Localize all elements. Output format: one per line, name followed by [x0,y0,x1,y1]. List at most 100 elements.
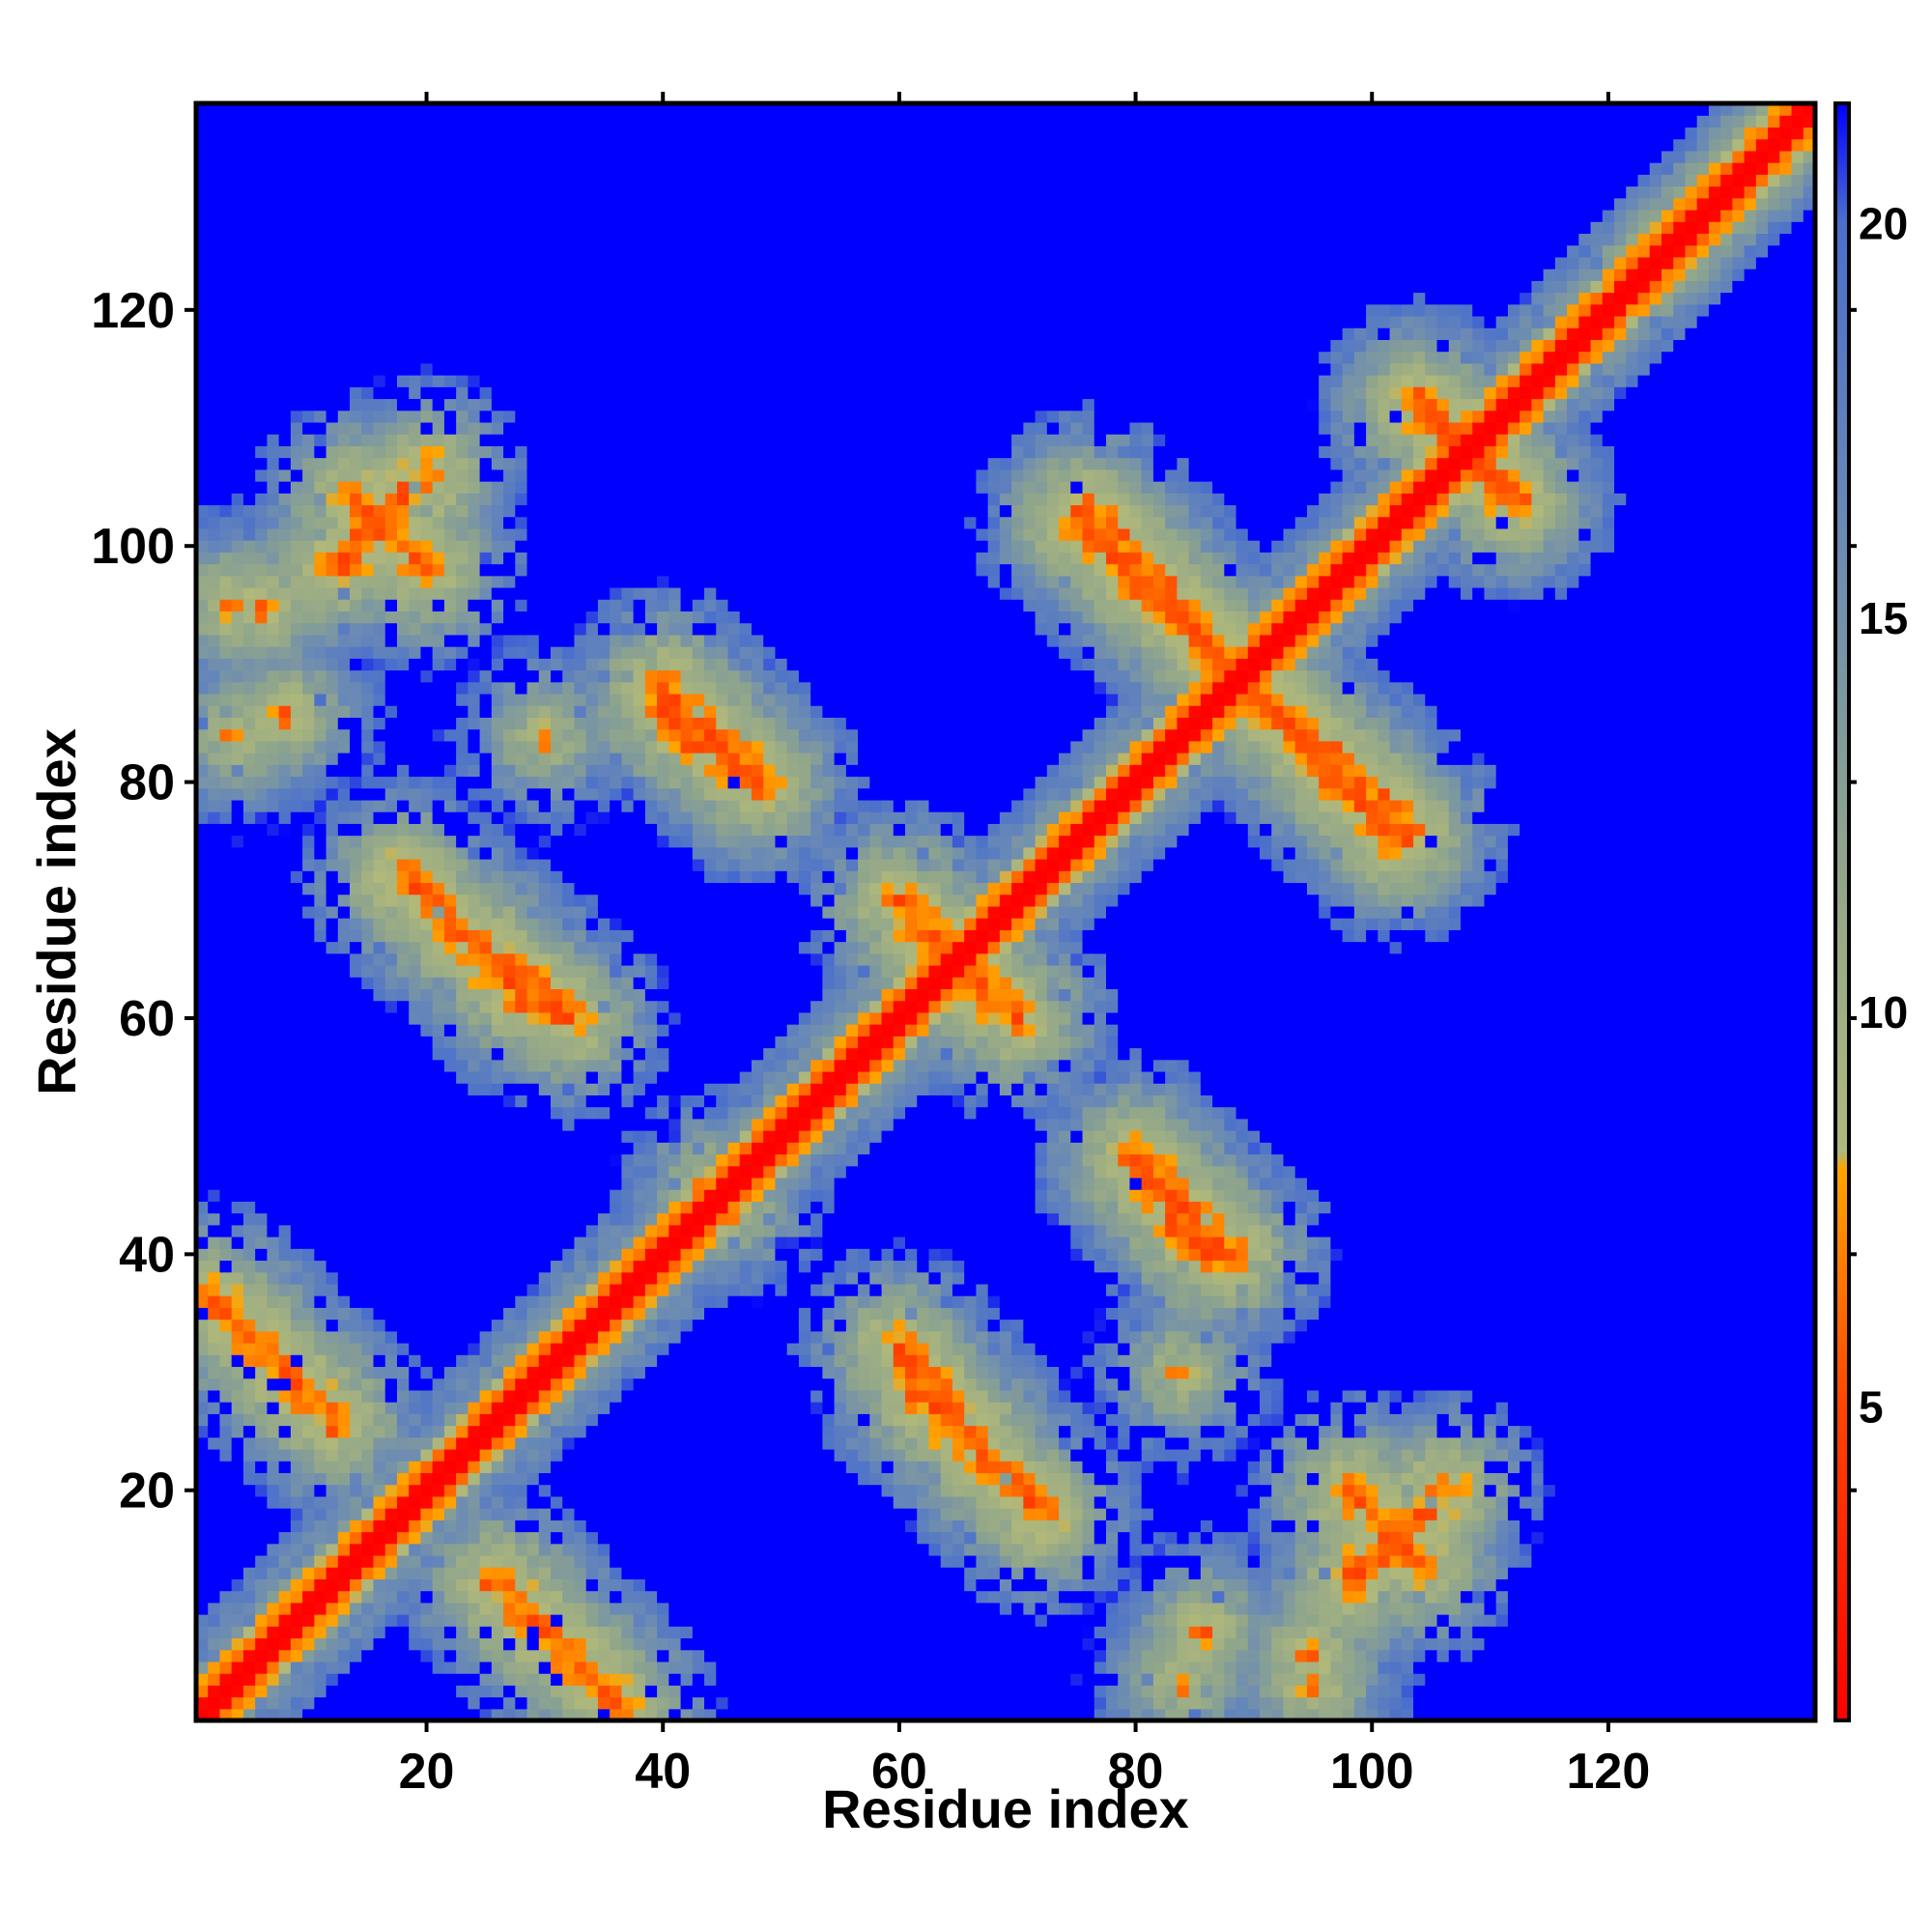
heatmap-cell [610,1225,622,1237]
heatmap-cell [574,1532,586,1545]
heatmap-cell [374,1248,386,1261]
heatmap-cell [539,870,552,883]
heatmap-cell [503,411,516,423]
heatmap-cell [574,1472,586,1485]
heatmap-cell [327,245,339,258]
heatmap-cell [621,1662,634,1674]
heatmap-cell [327,174,339,186]
heatmap-cell [338,1001,351,1013]
heatmap-cell [598,977,611,989]
heatmap-cell [350,1142,362,1154]
heatmap-cell [338,1578,351,1591]
heatmap-cell [302,1485,315,1497]
heatmap-cell [562,481,575,494]
heatmap-cell [267,1567,279,1579]
heatmap-cell [291,151,303,163]
heatmap-cell [314,1248,327,1261]
heatmap-cell [539,717,552,729]
heatmap-cell [232,1048,244,1061]
heatmap-cell [492,646,504,659]
heatmap-cell [291,210,303,222]
heatmap-cell [279,1413,292,1426]
heatmap-cell [385,965,398,978]
heatmap-cell [444,1189,457,1202]
heatmap-cell [420,942,433,954]
heatmap-cell [219,847,232,860]
heatmap-cell [374,1544,386,1556]
heatmap-cell [551,776,563,788]
heatmap-cell [255,1225,268,1237]
heatmap-cell [208,741,220,753]
heatmap-cell [208,162,220,175]
heatmap-cell [621,1094,634,1107]
heatmap-cell [562,1544,575,1556]
heatmap-cell [551,363,563,376]
heatmap-cell [219,1012,232,1025]
heatmap-cell [456,352,469,364]
heatmap-cell [338,682,351,695]
heatmap-cell [468,870,480,883]
heatmap-cell [456,1413,469,1426]
heatmap-cell [468,1354,480,1367]
heatmap-cell [598,895,611,907]
heatmap-cell [527,1130,540,1143]
heatmap-cell [503,327,516,340]
heatmap-cell [409,1426,421,1438]
heatmap-cell [385,1343,398,1355]
heatmap-cell [492,1201,504,1213]
heatmap-cell [232,352,244,364]
heatmap-cell [621,965,634,978]
heatmap-cell [610,1603,622,1615]
heatmap-cell [420,753,433,765]
heatmap-cell [338,1225,351,1237]
heatmap-cell [243,1284,256,1296]
heatmap-cell [397,1225,410,1237]
heatmap-cell [444,587,457,600]
heatmap-cell [433,1697,445,1710]
heatmap-cell [480,1260,493,1272]
heatmap-cell [492,1142,504,1154]
heatmap-cell [350,564,362,577]
heatmap-cell [255,375,268,387]
heatmap-cell [515,988,527,1001]
heatmap-cell [598,658,611,670]
heatmap-cell [279,1485,292,1497]
heatmap-cell [208,269,220,281]
heatmap-cell [374,1366,386,1378]
heatmap-cell [291,1048,303,1061]
heatmap-cell [219,859,232,871]
heatmap-cell [208,1295,220,1308]
heatmap-cell [255,859,268,871]
heatmap-cell [255,1142,268,1154]
heatmap-cell [621,1236,634,1249]
heatmap-cell [338,504,351,517]
heatmap-cell [527,682,540,695]
heatmap-cell [480,1378,493,1391]
heatmap-cell [208,1413,220,1426]
heatmap-cell [515,1153,527,1166]
heatmap-cell [327,576,339,588]
heatmap-cell [480,1390,493,1403]
heatmap-cell [208,1189,220,1202]
heatmap-cell [291,1320,303,1332]
heatmap-cell [385,1284,398,1296]
heatmap-cell [551,352,563,364]
heatmap-cell [338,599,351,611]
heatmap-cell [291,316,303,328]
heatmap-cell [409,481,421,494]
heatmap-cell [291,1485,303,1497]
heatmap-cell [302,198,315,211]
heatmap-cell [327,327,339,340]
heatmap-cell [574,1555,586,1568]
heatmap-cell [539,127,552,139]
heatmap-cell [350,929,362,942]
heatmap-cell [539,729,552,742]
heatmap-cell [610,363,622,376]
heatmap-cell [397,741,410,753]
heatmap-cell [480,1284,493,1296]
heatmap-cell [397,800,410,812]
heatmap-cell [503,269,516,281]
heatmap-cell [361,1272,374,1285]
heatmap-cell [444,493,457,505]
heatmap-cell [551,1637,563,1650]
